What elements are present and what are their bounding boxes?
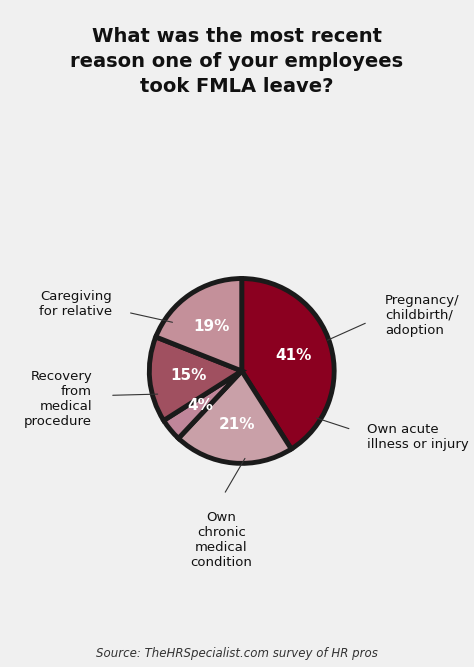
Wedge shape xyxy=(164,371,242,438)
Text: 41%: 41% xyxy=(275,348,311,364)
Text: Pregnancy/
childbirth/
adoption: Pregnancy/ childbirth/ adoption xyxy=(385,294,460,337)
Text: 21%: 21% xyxy=(219,417,255,432)
Wedge shape xyxy=(242,279,334,449)
Text: 15%: 15% xyxy=(170,368,207,384)
Text: What was the most recent
reason one of your employees
took FMLA leave?: What was the most recent reason one of y… xyxy=(71,27,403,95)
Text: 19%: 19% xyxy=(193,319,230,334)
Text: Own
chronic
medical
condition: Own chronic medical condition xyxy=(191,512,252,570)
Text: Own acute
illness or injury: Own acute illness or injury xyxy=(366,424,468,452)
Wedge shape xyxy=(179,371,291,464)
Text: Caregiving
for relative: Caregiving for relative xyxy=(39,290,112,318)
Text: Recovery
from
medical
procedure: Recovery from medical procedure xyxy=(24,370,92,428)
Text: 4%: 4% xyxy=(188,398,213,413)
Text: Source: TheHRSpecialist.com survey of HR pros: Source: TheHRSpecialist.com survey of HR… xyxy=(96,648,378,660)
Wedge shape xyxy=(149,337,242,420)
Wedge shape xyxy=(156,279,242,371)
